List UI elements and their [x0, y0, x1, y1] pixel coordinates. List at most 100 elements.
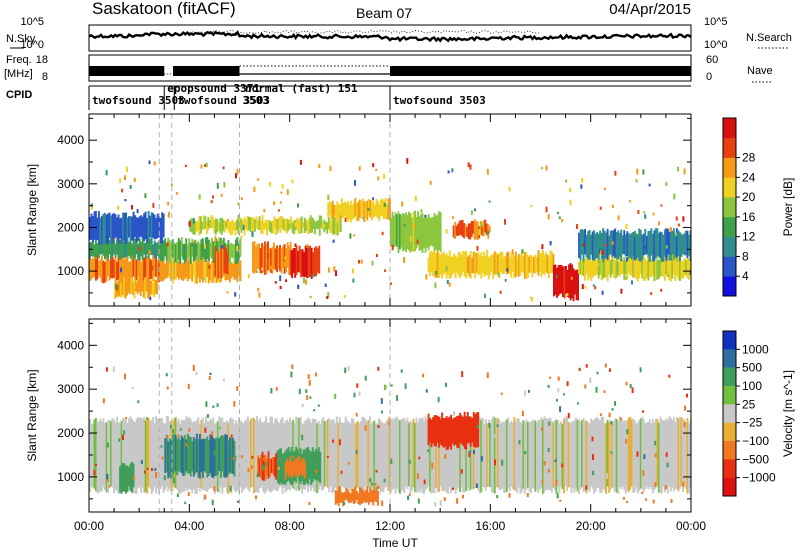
scatter-band-0	[409, 421, 412, 494]
scatter-band-16	[656, 228, 659, 256]
scatter-band-0	[539, 419, 541, 490]
scatter-band-9	[306, 247, 309, 279]
scatter-band-4	[230, 261, 233, 279]
scatter-band-1	[143, 242, 146, 255]
scatter-band-13	[464, 224, 467, 237]
scatter-speckle	[115, 283, 117, 290]
scatter-speckle	[518, 440, 521, 445]
scatter-band-2	[203, 439, 206, 472]
scatter-speckle	[388, 421, 391, 426]
scatter-band-1	[128, 466, 130, 487]
scatter-band-0	[531, 420, 534, 489]
scatter-band-2	[201, 438, 204, 478]
scatter-band-0	[585, 420, 588, 494]
scatter-speckle	[251, 465, 253, 469]
scatter-speckle	[166, 435, 169, 439]
scatter-band-15	[662, 255, 665, 277]
scatter-band-0	[576, 420, 579, 492]
scatter-band-0	[326, 419, 329, 488]
scatter-band-2	[147, 210, 150, 242]
scatter-band-1	[122, 241, 124, 259]
scatter-band-0	[266, 422, 269, 490]
scatter-band-7	[370, 489, 373, 503]
scatter-speckle	[326, 296, 329, 299]
scatter-band-6	[433, 415, 436, 447]
scatter-band-1	[141, 238, 144, 260]
scatter-band-10	[370, 201, 373, 221]
scatter-band-1	[110, 237, 112, 259]
scatter-speckle	[637, 210, 640, 214]
scatter-band-1	[149, 238, 152, 255]
scatter-band-0	[682, 418, 684, 492]
scatter-band-8	[273, 242, 275, 269]
scatter-speckle	[279, 201, 282, 204]
freq-bar-2	[173, 66, 240, 76]
scatter-speckle	[425, 274, 428, 280]
scatter-speckle	[187, 383, 190, 390]
scatter-band-5	[230, 242, 233, 258]
y-tick-label: 1000	[57, 470, 84, 484]
scatter-band-1	[108, 239, 111, 255]
scatter-speckle	[120, 267, 122, 273]
x-tick-label: 12:00	[375, 519, 405, 533]
scatter-speckle	[299, 159, 302, 165]
scatter-band-3	[135, 282, 138, 292]
scatter-band-0	[569, 423, 571, 488]
scatter-band-4	[165, 260, 168, 279]
scatter-speckle	[195, 371, 198, 375]
scatter-band-0	[390, 418, 392, 493]
scatter-speckle	[154, 468, 157, 471]
scatter-band-5	[191, 239, 194, 257]
scatter-band-5	[164, 238, 167, 257]
scatter-band-16	[680, 233, 683, 257]
scatter-speckle	[327, 292, 330, 298]
scatter-speckle	[599, 413, 602, 417]
scatter-band-16	[665, 228, 668, 261]
scatter-band-0	[89, 420, 91, 492]
scatter-speckle	[274, 281, 277, 284]
scatter-band-7	[363, 492, 366, 502]
nave-tick-low: 0	[706, 71, 712, 83]
scatter-band-4	[283, 453, 285, 485]
scatter-band-15	[582, 259, 585, 277]
scatter-speckle	[576, 402, 579, 405]
scatter-band-12	[501, 251, 504, 274]
x-tick-label: 08:00	[275, 519, 305, 533]
scatter-band-11	[426, 217, 428, 248]
scatter-band-13	[467, 223, 470, 240]
scatter-speckle	[305, 279, 308, 285]
scatter-speckle	[203, 494, 206, 501]
scatter-band-16	[686, 230, 689, 258]
scatter-speckle	[620, 417, 623, 421]
scatter-band-10	[333, 204, 336, 216]
scatter-band-0	[453, 421, 456, 489]
scatter-band-10	[369, 200, 372, 218]
scatter-speckle	[118, 438, 121, 442]
scatter-band-11	[411, 217, 413, 252]
scatter-band-0	[674, 422, 677, 489]
scatter-band-12	[534, 254, 537, 274]
scatter-speckle	[353, 200, 356, 204]
scatter-band-6	[260, 220, 262, 234]
scatter-band-10	[357, 202, 360, 221]
scatter-band-5	[185, 238, 188, 261]
scatter-band-0	[155, 254, 158, 277]
scatter-speckle	[669, 226, 672, 233]
scatter-band-0	[623, 420, 626, 490]
scatter-band-0	[396, 416, 398, 489]
scatter-band-15	[650, 258, 653, 278]
scatter-band-0	[96, 254, 99, 280]
scatter-band-4	[209, 264, 212, 281]
scatter-speckle	[683, 168, 686, 175]
scatter-band-2	[188, 436, 191, 474]
scatter-speckle	[256, 473, 259, 478]
scatter-band-2	[108, 212, 111, 238]
scatter-speckle	[121, 188, 124, 193]
scatter-speckle	[236, 386, 239, 391]
scatter-speckle	[234, 292, 237, 297]
scatter-band-1	[123, 463, 126, 492]
scatter-speckle	[667, 254, 670, 260]
scatter-band-0	[149, 420, 152, 489]
scatter-band-12	[551, 251, 553, 274]
scatter-band-4	[171, 259, 174, 284]
